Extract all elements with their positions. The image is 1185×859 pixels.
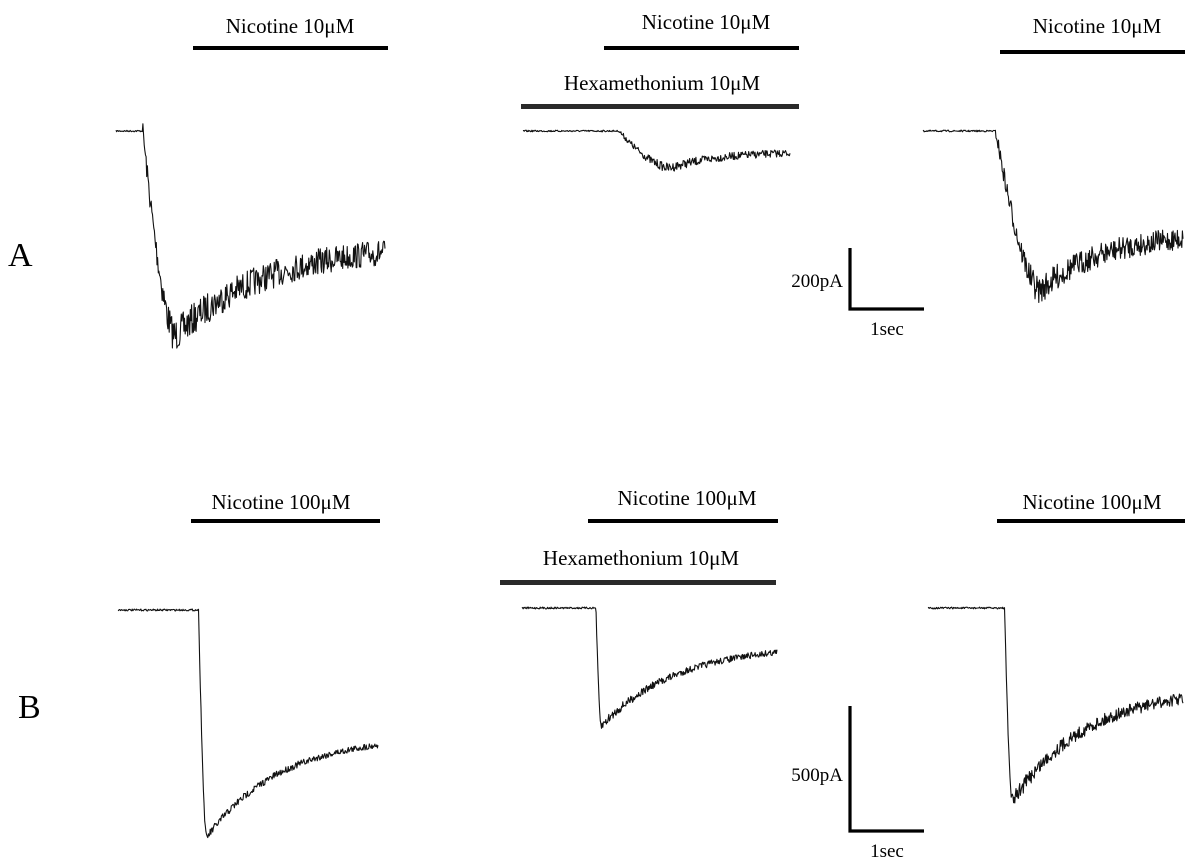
current-trace [521,606,778,729]
nicotine-application-bar [997,519,1185,523]
recording-a1: Nicotine 10μM [115,14,388,349]
recording-b3: Nicotine 100μM [927,490,1185,804]
current-trace [117,608,379,839]
scale-bar-b: 500pA 1sec [791,706,924,859]
panel-letter-a: A [8,237,33,274]
nicotine-label: Nicotine 10μM [1033,14,1162,38]
nicotine-application-bar [604,46,799,50]
current-scale-label: 500pA [791,765,843,786]
hexamethonium-label: Hexamethonium 10μM [564,71,760,95]
hexamethonium-application-bar [500,580,776,585]
nicotine-application-bar [1000,50,1185,54]
recording-a2: Nicotine 10μM Hexamethonium 10μM [521,10,799,172]
recording-b1: Nicotine 100μM [117,490,380,839]
recording-b2: Nicotine 100μM Hexamethonium 10μM [500,486,778,729]
nicotine-application-bar [191,519,380,523]
scale-bar-lines [848,248,924,311]
hexamethonium-application-bar [521,104,799,109]
panel-b: B Nicotine 100μM Nicotine 100μM Hexameth… [18,486,1185,859]
nicotine-label: Nicotine 100μM [618,486,757,510]
nicotine-label: Nicotine 100μM [212,490,351,514]
nicotine-label: Nicotine 10μM [226,14,355,38]
time-scale-label: 1sec [870,841,904,859]
current-scale-label: 200pA [791,271,843,292]
nicotine-application-bar [193,46,388,50]
time-scale-label: 1sec [870,319,904,340]
current-trace [522,129,791,172]
scale-bar-a: 200pA 1sec [791,248,924,340]
scale-bar-lines [848,706,924,833]
current-trace [115,123,386,349]
current-trace [927,606,1184,804]
nicotine-application-bar [588,519,778,523]
hexamethonium-label: Hexamethonium 10μM [543,546,739,570]
panel-letter-b: B [18,689,41,726]
nicotine-label: Nicotine 100μM [1023,490,1162,514]
current-trace [922,129,1184,304]
nicotine-label: Nicotine 10μM [642,10,771,34]
recording-a3: Nicotine 10μM [922,14,1185,304]
panel-a: A Nicotine 10μM Nicotine 10μM Hexamethon… [8,10,1185,349]
